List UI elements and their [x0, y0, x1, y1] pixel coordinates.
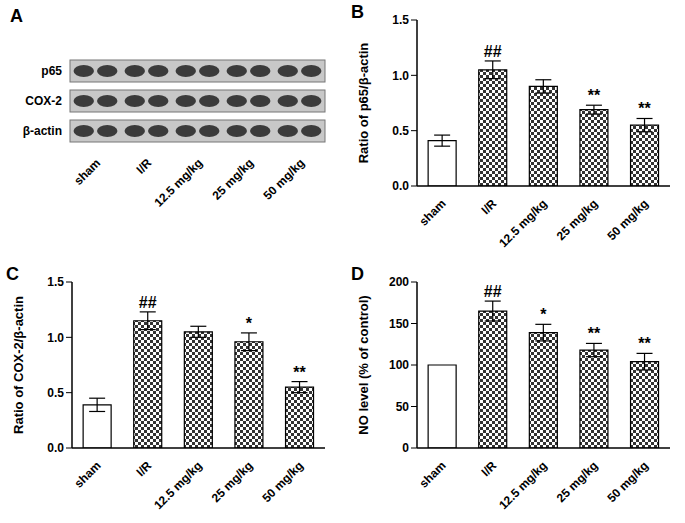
svg-text:**: ** — [293, 364, 306, 381]
svg-text:sham: sham — [417, 458, 449, 490]
svg-text:0.0: 0.0 — [392, 179, 409, 193]
svg-text:1.0: 1.0 — [47, 331, 64, 345]
svg-text:0: 0 — [402, 441, 409, 455]
svg-text:sham: sham — [72, 458, 104, 490]
svg-text:200: 200 — [389, 275, 409, 289]
svg-text:A: A — [10, 6, 23, 26]
svg-text:1.0: 1.0 — [392, 69, 409, 83]
svg-text:β-actin: β-actin — [23, 124, 62, 138]
svg-text:0.5: 0.5 — [392, 124, 409, 138]
svg-text:I/R: I/R — [479, 458, 500, 479]
svg-text:I/R: I/R — [134, 458, 155, 479]
svg-text:**: ** — [588, 87, 601, 104]
svg-text:I/R: I/R — [134, 156, 155, 177]
svg-text:sham: sham — [71, 156, 103, 188]
svg-text:150: 150 — [389, 317, 409, 331]
html-text:B: B — [351, 2, 364, 22]
svg-text:I/R: I/R — [479, 196, 500, 217]
svg-text:25 mg/kg: 25 mg/kg — [554, 196, 601, 243]
html-text:C: C — [6, 264, 19, 284]
svg-text:##: ## — [484, 283, 502, 300]
svg-text:50: 50 — [396, 400, 410, 414]
svg-text:**: ** — [588, 325, 601, 342]
svg-text:50 mg/kg: 50 mg/kg — [261, 156, 308, 203]
svg-text:25 mg/kg: 25 mg/kg — [210, 156, 257, 203]
svg-text:*: * — [246, 315, 253, 332]
svg-text:##: ## — [139, 294, 157, 311]
svg-text:12.5 mg/kg: 12.5 mg/kg — [496, 196, 550, 250]
svg-text:12.5 mg/kg: 12.5 mg/kg — [151, 458, 205, 512]
svg-text:0.5: 0.5 — [47, 386, 64, 400]
svg-text:p65: p65 — [41, 64, 62, 78]
svg-text:50 mg/kg: 50 mg/kg — [259, 458, 306, 505]
svg-text:sham: sham — [417, 196, 449, 228]
svg-text:##: ## — [484, 43, 502, 60]
svg-text:Ratio of COX-2/β-actin: Ratio of COX-2/β-actin — [11, 296, 26, 434]
svg-text:12.5 mg/kg: 12.5 mg/kg — [152, 156, 206, 210]
svg-text:**: ** — [638, 100, 651, 117]
svg-text:0.0: 0.0 — [47, 441, 64, 455]
svg-text:25 mg/kg: 25 mg/kg — [209, 458, 256, 505]
svg-text:100: 100 — [389, 358, 409, 372]
svg-text:25 mg/kg: 25 mg/kg — [554, 458, 601, 505]
svg-text:1.5: 1.5 — [47, 275, 64, 289]
svg-text:Ratio of p65/β-actin: Ratio of p65/β-actin — [356, 43, 371, 164]
svg-text:*: * — [540, 306, 547, 323]
svg-text:12.5 mg/kg: 12.5 mg/kg — [496, 458, 550, 512]
html-text:D: D — [351, 264, 364, 284]
svg-text:**: ** — [638, 335, 651, 352]
svg-text:NO level (% of control): NO level (% of control) — [356, 295, 371, 434]
svg-text:1.5: 1.5 — [392, 13, 409, 27]
svg-text:COX-2: COX-2 — [25, 94, 62, 108]
svg-text:50 mg/kg: 50 mg/kg — [604, 196, 651, 243]
svg-text:50 mg/kg: 50 mg/kg — [604, 458, 651, 505]
